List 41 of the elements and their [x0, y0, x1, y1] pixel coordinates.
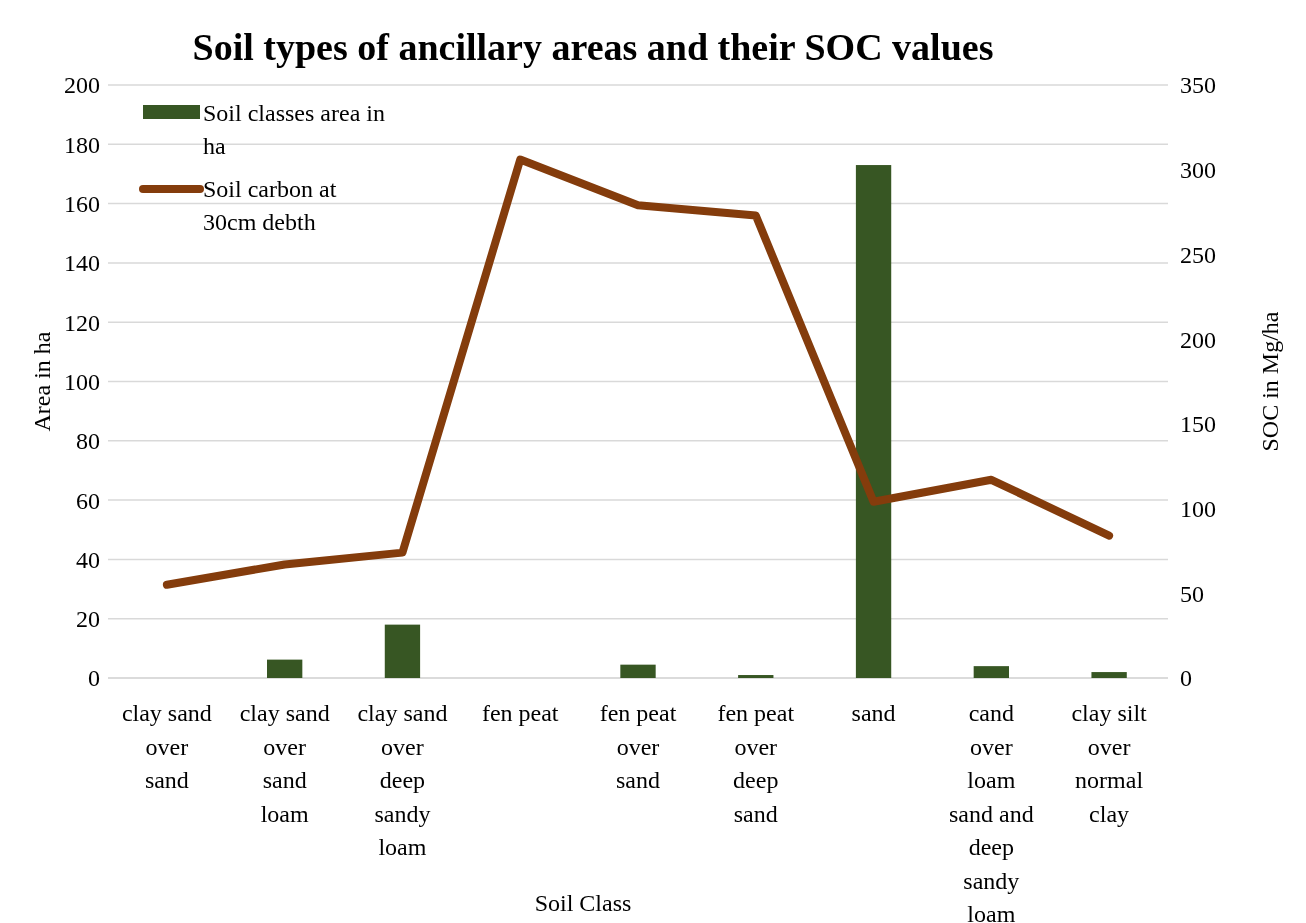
y-tick-label: 180: [64, 131, 100, 158]
y2-tick-label: 0: [1180, 665, 1192, 692]
bar: [973, 666, 1009, 678]
y-tick-label: 60: [76, 487, 100, 514]
y2-tick-label: 100: [1180, 495, 1216, 522]
x-tick-label: fen peat: [481, 700, 559, 726]
x-tick-label: clay silt over normal clay: [1071, 700, 1148, 827]
y-tick-label: 200: [64, 72, 100, 99]
y2-tick-label: 50: [1180, 580, 1204, 607]
legend-label: Soil carbon at 30cm debth: [203, 176, 337, 236]
chart-title: Soil types of ancillary areas and their SOC values: [192, 26, 994, 68]
x-tick-label: fen peat over deep sand: [717, 700, 795, 827]
x-tick-label: clay sand over sand loam: [239, 700, 330, 827]
y-tick-label: 20: [76, 606, 100, 633]
bar: [855, 165, 892, 678]
y-tick-label: 100: [64, 368, 100, 395]
y-tick-label: 40: [76, 546, 100, 573]
y2-tick-label: 150: [1180, 411, 1216, 438]
legend-label: Soil classes area in ha: [203, 100, 385, 160]
y2-tick-label: 350: [1180, 72, 1216, 99]
y2-axis-title: SOC in Mg/ha: [1257, 311, 1283, 452]
x-tick-label: fen peat over sand: [599, 700, 677, 793]
bar: [267, 659, 303, 678]
y-tick-label: 140: [64, 250, 100, 277]
x-tick-label: sand: [851, 700, 896, 726]
x-tick-label: cand over loam sand and deep sandy loam: [949, 700, 1034, 923]
bar: [384, 624, 421, 678]
y2-tick-label: 250: [1180, 241, 1216, 268]
x-tick-label: clay sand over deep sandy loam: [357, 700, 448, 860]
y-tick-label: 120: [64, 309, 100, 336]
y-axis-title: Area in ha: [29, 331, 55, 432]
bar: [1091, 672, 1127, 678]
x-tick-label: clay sand over sand: [121, 700, 212, 793]
y-tick-label: 160: [64, 191, 100, 217]
y-tick-label: 0: [88, 665, 100, 692]
y-tick-label: 80: [76, 428, 100, 455]
x-axis-title: Soil Class: [534, 890, 632, 916]
bar: [620, 664, 656, 678]
y2-tick-label: 200: [1180, 326, 1216, 353]
y2-tick-label: 300: [1180, 157, 1216, 184]
bar: [738, 675, 774, 678]
